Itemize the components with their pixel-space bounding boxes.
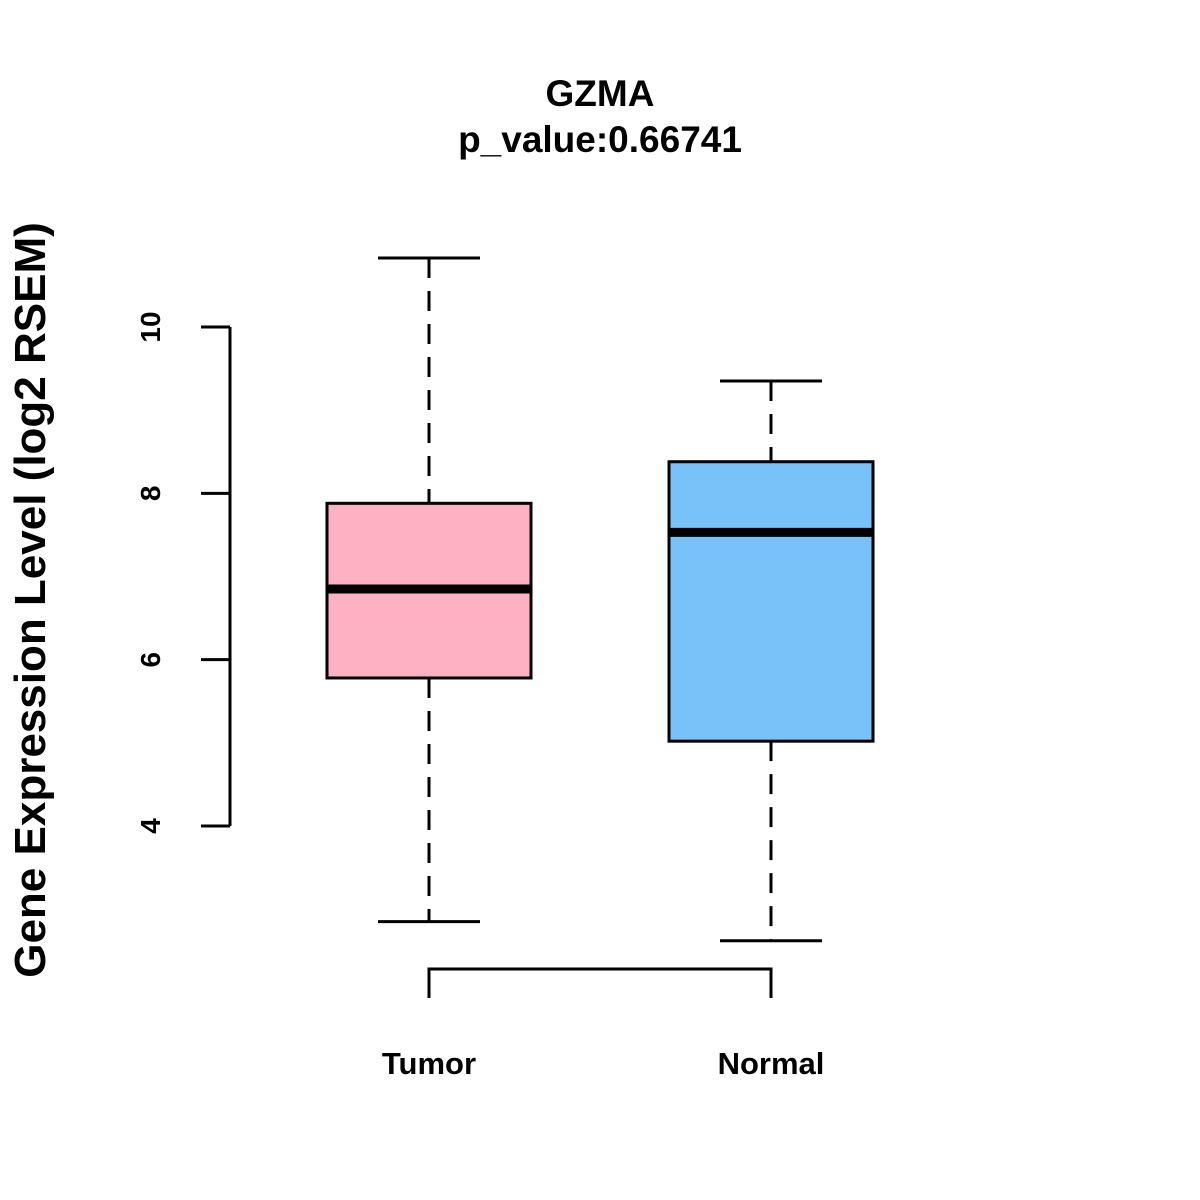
x-category-label: Tumor <box>382 1046 476 1081</box>
chart-subtitle: p_value:0.66741 <box>458 119 742 160</box>
y-tick-label: 8 <box>135 486 166 502</box>
x-category-label: Normal <box>718 1046 825 1081</box>
y-tick-label: 6 <box>135 652 166 668</box>
y-tick-label: 4 <box>135 818 166 834</box>
category-labels: Tumor Normal <box>382 1046 824 1081</box>
y-axis: 4 6 8 10 <box>135 311 232 834</box>
iqr-box <box>667 460 875 743</box>
boxes <box>325 256 875 943</box>
comparison-bracket <box>427 967 773 998</box>
y-axis-label: Gene Expression Level (log2 RSEM) <box>6 222 55 978</box>
bracket-line <box>427 967 773 998</box>
y-tick-label: 10 <box>135 311 166 342</box>
box-group-tumor <box>325 256 533 924</box>
chart-title: GZMA <box>546 73 655 114</box>
box-group-normal <box>667 379 875 943</box>
